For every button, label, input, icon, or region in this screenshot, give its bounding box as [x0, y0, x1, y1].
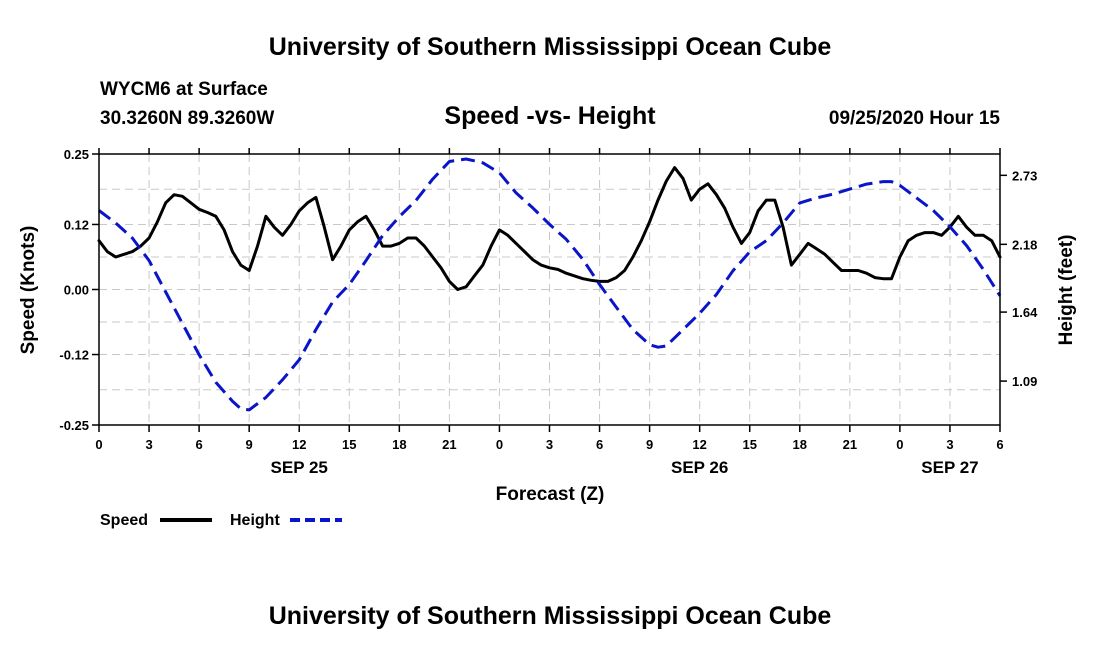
grid-lines [98, 153, 1001, 426]
legend-speed-label: Speed [100, 512, 148, 529]
x-axis-label: Forecast (Z) [496, 484, 605, 505]
x-tick-label: 0 [95, 437, 102, 452]
x-tick-label: 6 [596, 437, 603, 452]
x-tick-label: 9 [646, 437, 653, 452]
x-tick-label: 15 [342, 437, 356, 452]
y-tick-label: 0.00 [64, 283, 89, 298]
bottom-title: University of Southern Mississippi Ocean… [269, 602, 832, 630]
date-label: SEP 25 [271, 458, 328, 477]
series-line-speed [97, 166, 1002, 291]
y2-tick-label: 1.64 [1012, 305, 1038, 320]
station-coordinates: 30.3260N 89.3260W [100, 108, 274, 129]
x-tick-label: 9 [246, 437, 253, 452]
x-tick-label: 21 [843, 437, 857, 452]
x-tick-label: 0 [496, 437, 503, 452]
x-tick-label: 6 [195, 437, 202, 452]
station-name: WYCM6 at Surface [100, 79, 268, 100]
y-tick-label: -0.25 [59, 418, 89, 433]
x-tick-label: 6 [996, 437, 1003, 452]
y2-axis-label: Height (feet) [1056, 235, 1077, 346]
tick-labels: 0 3 6 9 12 15 18 21 0 3 6 9 12 15 18 21 0 3 6 SEP 25 SEP 26 S… [59, 147, 1038, 477]
x-tick-label: 3 [546, 437, 553, 452]
y2-tick-label: 2.73 [1012, 168, 1037, 183]
x-tick-label: 18 [392, 437, 406, 452]
top-title: University of Southern Mississippi Ocean… [269, 33, 832, 61]
y2-tick-label: 2.18 [1012, 237, 1037, 252]
y-axis-label: Speed (Knots) [18, 226, 39, 355]
date-label: SEP 26 [671, 458, 728, 477]
forecast-datetime: 09/25/2020 Hour 15 [829, 108, 1001, 129]
date-label: SEP 27 [921, 458, 978, 477]
legend-height-label: Height [230, 512, 280, 529]
chart-title: Speed -vs- Height [444, 102, 656, 130]
x-tick-label: 3 [946, 437, 953, 452]
axis-ticks [92, 148, 1007, 432]
x-tick-label: 21 [442, 437, 456, 452]
y-tick-label: 0.12 [64, 217, 89, 232]
x-tick-label: 18 [793, 437, 807, 452]
legend: Speed Height [100, 512, 342, 529]
series-layer [97, 157, 1002, 412]
x-tick-label: 15 [742, 437, 756, 452]
plot-area [97, 153, 1002, 426]
x-tick-label: 3 [145, 437, 152, 452]
x-tick-label: 12 [692, 437, 706, 452]
y-tick-label: 0.25 [64, 147, 89, 162]
x-tick-label: 12 [292, 437, 306, 452]
x-tick-label: 0 [896, 437, 903, 452]
y-tick-label: -0.12 [59, 348, 89, 363]
y2-tick-label: 1.09 [1012, 374, 1037, 389]
